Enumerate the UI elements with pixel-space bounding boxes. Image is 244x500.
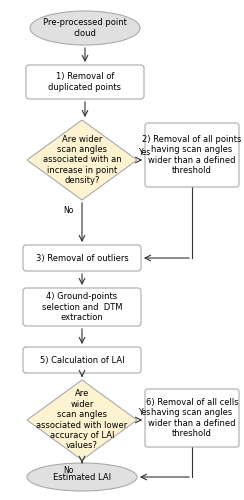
Text: 6) Removal of all cells
having scan angles
wider than a defined
threshold: 6) Removal of all cells having scan angl…	[146, 398, 238, 438]
FancyBboxPatch shape	[26, 65, 144, 99]
Ellipse shape	[27, 463, 137, 491]
Text: Are
wider
scan angles
associated with lower
accuracy of LAI
values?: Are wider scan angles associated with lo…	[36, 390, 128, 450]
FancyBboxPatch shape	[23, 288, 141, 326]
Polygon shape	[27, 120, 137, 200]
FancyBboxPatch shape	[145, 123, 239, 187]
Text: 5) Calculation of LAI: 5) Calculation of LAI	[40, 356, 124, 364]
Ellipse shape	[30, 11, 140, 45]
Text: 4) Ground-points
selection and  DTM
extraction: 4) Ground-points selection and DTM extra…	[42, 292, 122, 322]
Text: Estimated LAI: Estimated LAI	[53, 472, 111, 482]
FancyBboxPatch shape	[23, 347, 141, 373]
Text: Are wider
scan angles
associated with an
increase in point
density?: Are wider scan angles associated with an…	[43, 134, 121, 186]
Text: No: No	[64, 466, 74, 475]
FancyBboxPatch shape	[23, 245, 141, 271]
Text: 2) Removal of all points
having scan angles
wider than a defined
threshold: 2) Removal of all points having scan ang…	[142, 135, 242, 175]
FancyBboxPatch shape	[145, 389, 239, 447]
Text: Yes: Yes	[139, 408, 151, 417]
Text: Pre-processed point
cloud: Pre-processed point cloud	[43, 18, 127, 38]
Text: 3) Removal of outliers: 3) Removal of outliers	[36, 254, 128, 262]
Text: Yes: Yes	[139, 148, 151, 157]
Text: 1) Removal of
duplicated points: 1) Removal of duplicated points	[49, 72, 122, 92]
Polygon shape	[27, 380, 137, 460]
Text: No: No	[64, 206, 74, 215]
